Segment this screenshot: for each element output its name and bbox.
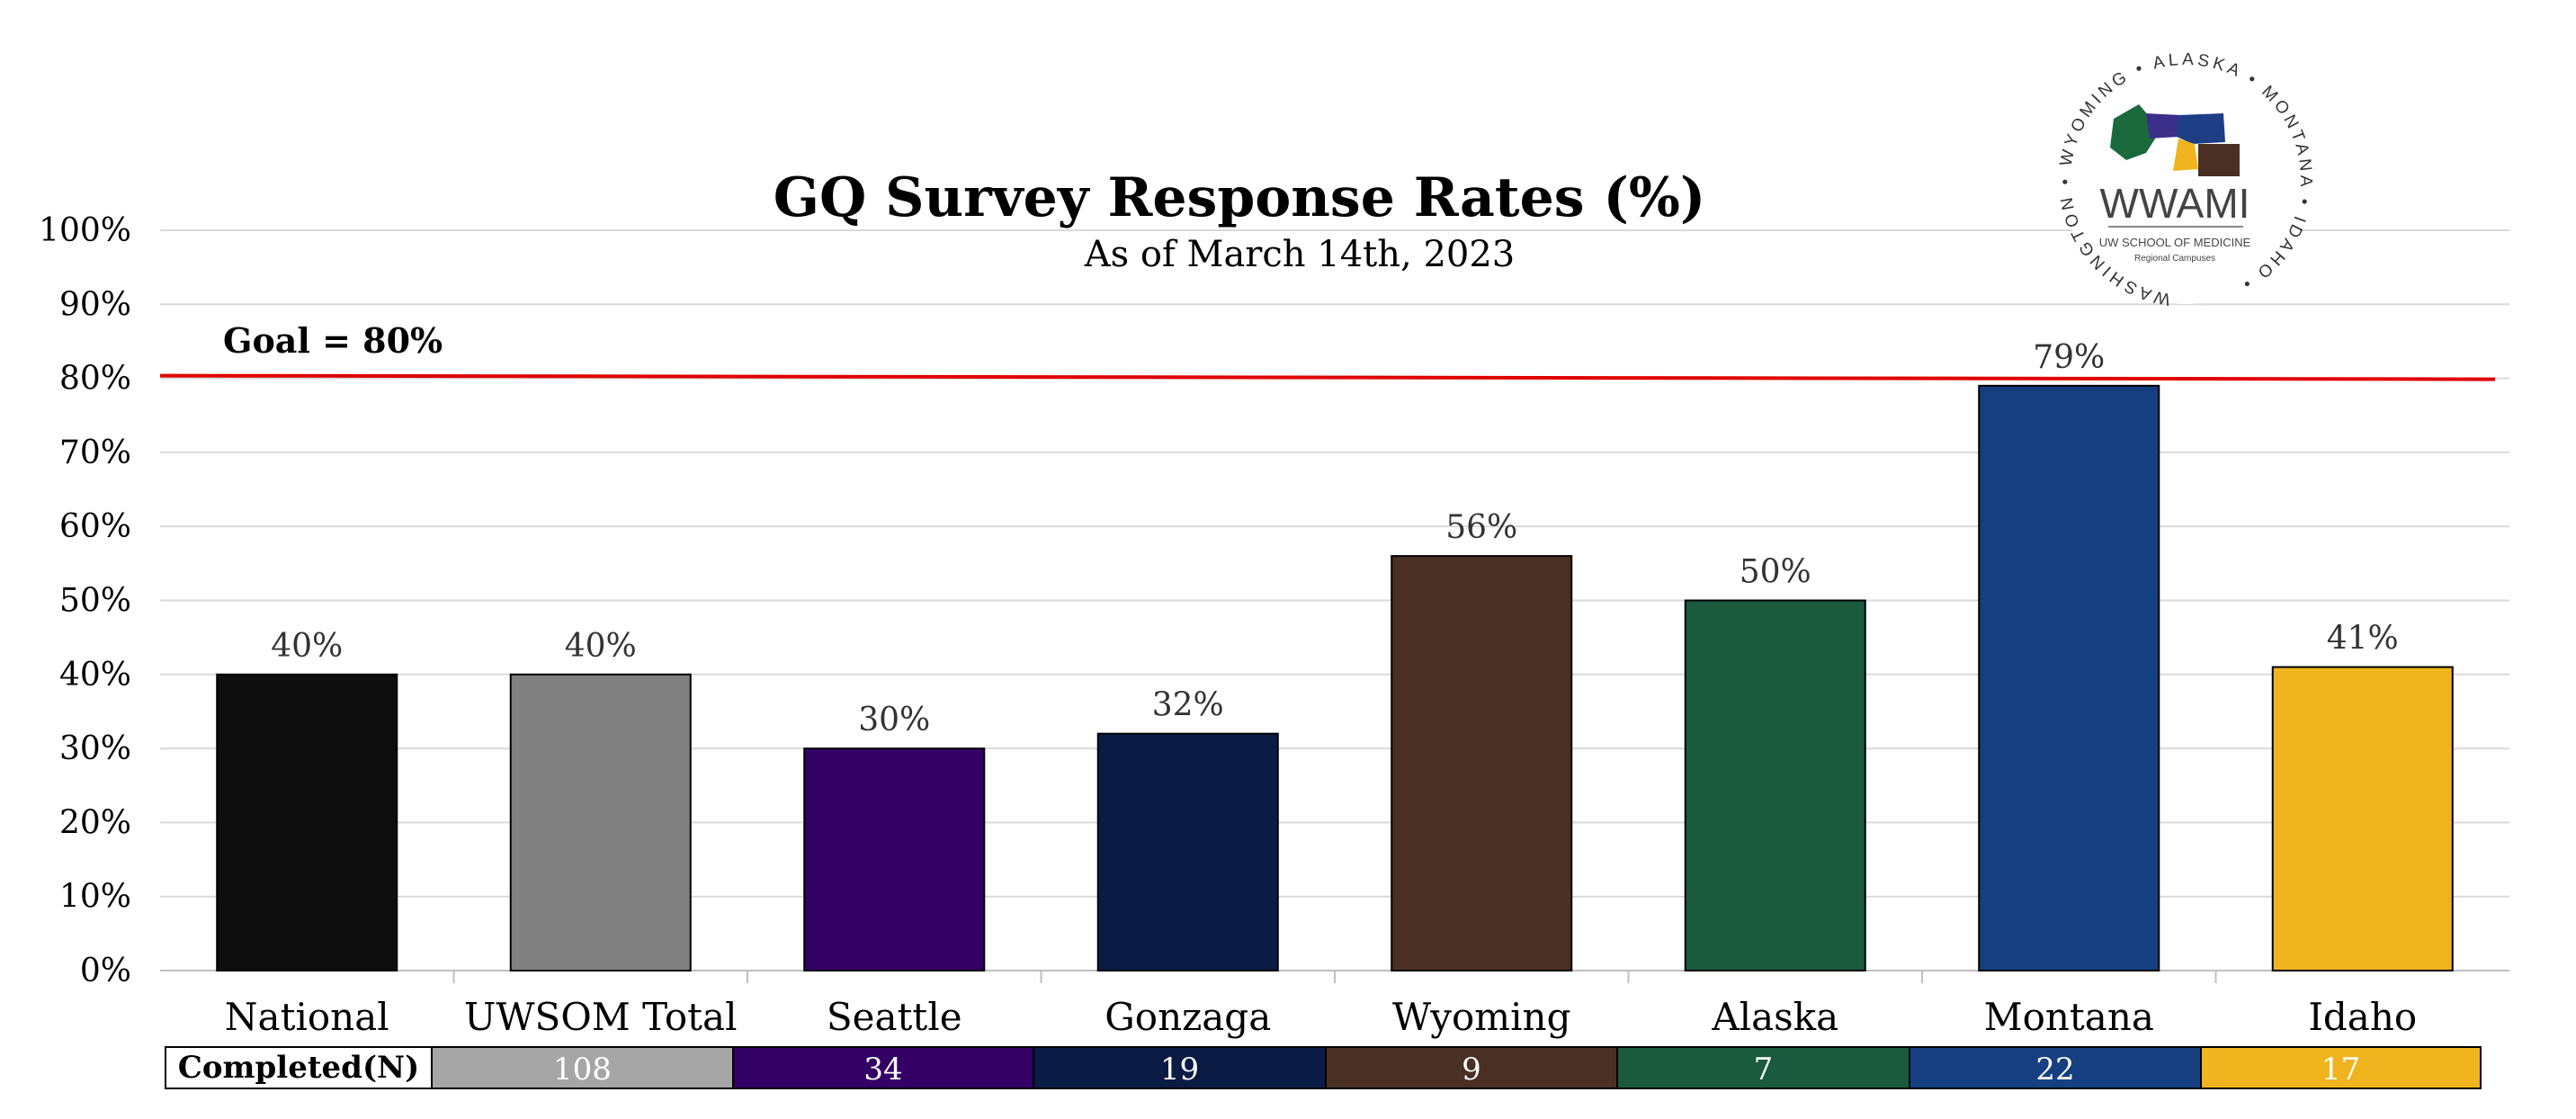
bars (216, 384, 2454, 971)
chart-title: GQ Survey Response Rates (%) (774, 166, 1705, 229)
data-label: 32% (1152, 687, 1224, 724)
bar (509, 673, 692, 971)
y-tick-label: 40% (59, 657, 131, 694)
wyoming-shape (2198, 144, 2240, 176)
x-category-label: UWSOM Total (464, 995, 738, 1039)
montana-shape (2177, 113, 2225, 144)
completed-cell (2200, 1046, 2482, 1089)
bar (1684, 599, 1866, 971)
completed-cell (1033, 1046, 1327, 1089)
data-label: 41% (2327, 621, 2399, 658)
logo-line1: UW SCHOOL OF MEDICINE (2099, 236, 2251, 249)
y-tick-label: 0% (80, 953, 131, 989)
completed-value: 22 (2035, 1052, 2074, 1088)
washington-shape (2146, 113, 2180, 139)
y-tick-label: 30% (59, 730, 131, 767)
goal-label: Goal = 80% (223, 320, 443, 361)
logo-name: WWAMI (2100, 180, 2250, 227)
bar (1978, 384, 2160, 971)
completed-cell (732, 1046, 1034, 1089)
completed-cell (431, 1046, 734, 1089)
data-labels: 40% 40% 30% 32% 56% 50% 79% 41% (271, 339, 2399, 739)
wwami-logo: WASHINGTON • WYOMING • ALASKA • MONTANA … (2056, 50, 2312, 309)
data-label: 56% (1445, 509, 1517, 546)
x-category-label: Seattle (827, 995, 962, 1039)
x-category-label: Idaho (2308, 995, 2417, 1039)
x-axis: National UWSOM Total Seattle Gonzaga Wyoming… (225, 971, 2417, 1039)
completed-value: 17 (2321, 1052, 2360, 1088)
completed-table: Completed(N) 108 34 19 9 7 22 17 (165, 1046, 2482, 1089)
completed-value: 19 (1160, 1052, 1199, 1088)
bar (2271, 666, 2454, 971)
data-label: 40% (271, 628, 343, 665)
chart-subtitle: As of March 14th, 2023 (1084, 234, 1516, 275)
alaska-shape (2110, 104, 2159, 160)
logo-line2: Regional Campuses (2134, 254, 2215, 264)
bar (216, 673, 398, 971)
completed-label-cell (165, 1046, 433, 1089)
x-category-label: Alaska (1711, 995, 1838, 1039)
completed-value: 108 (553, 1052, 612, 1088)
y-tick-label: 10% (59, 879, 131, 916)
y-tick-label: 100% (39, 212, 131, 249)
completed-label: Completed(N) (178, 1050, 419, 1086)
bar (1391, 555, 1573, 971)
completed-cell (1325, 1046, 1618, 1089)
y-tick-label: 70% (59, 434, 131, 471)
x-category-label: National (225, 995, 389, 1039)
y-tick-label: 80% (59, 361, 131, 398)
y-tick-label: 50% (59, 583, 131, 620)
bar (1096, 732, 1279, 971)
data-label: 30% (858, 702, 930, 739)
data-label: 79% (2033, 339, 2105, 376)
data-label: 50% (1740, 554, 1811, 591)
goal-line-group: Goal = 80% (159, 320, 2496, 381)
bar (803, 747, 986, 971)
idaho-shape (2173, 139, 2198, 171)
y-tick-label: 90% (59, 286, 131, 323)
completed-value: 34 (863, 1052, 902, 1088)
x-category-label: Wyoming (1392, 995, 1570, 1039)
x-category-label: Gonzaga (1105, 995, 1271, 1039)
y-axis: 0% 10% 20% 30% 40% 50% 60% 70% 80% 90% 100% (39, 212, 131, 989)
data-label: 40% (565, 628, 637, 665)
completed-value: 7 (1754, 1052, 1774, 1088)
x-category-label: Montana (1984, 995, 2154, 1039)
completed-value: 9 (1462, 1052, 1481, 1088)
goal-line (159, 373, 2496, 381)
y-tick-label: 20% (59, 804, 131, 841)
y-tick-label: 60% (59, 508, 131, 545)
